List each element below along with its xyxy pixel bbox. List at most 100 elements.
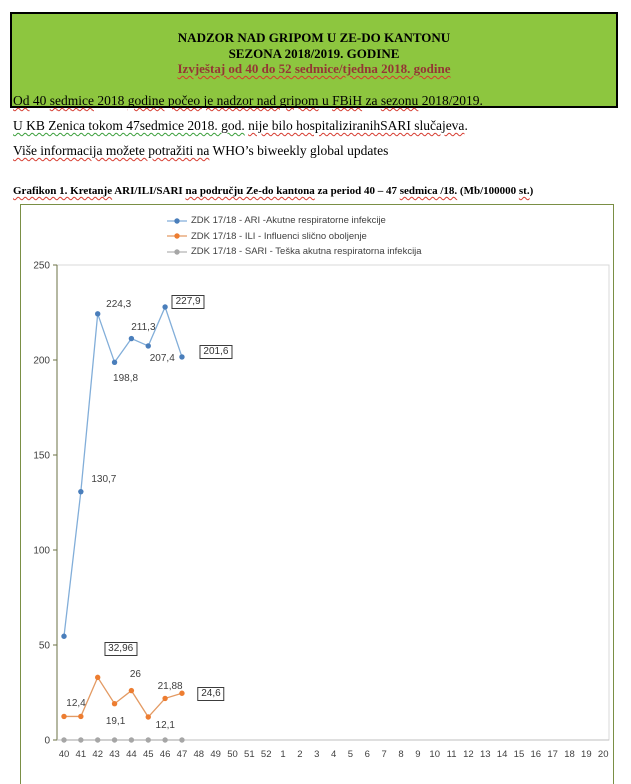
series-0-marker: [179, 354, 185, 360]
x-axis-tick-label: 7: [382, 749, 387, 760]
chart-caption: Grafikon 1. Kretanje ARI/ILI/SARI na pod…: [13, 185, 623, 198]
x-axis-tick-label: 17: [547, 749, 558, 760]
data-label: 12,4: [66, 698, 86, 710]
x-axis-tick-label: 16: [531, 749, 542, 760]
x-axis-tick-label: 1: [280, 749, 285, 760]
y-axis-tick-label: 250: [33, 261, 50, 272]
report-title-line1: NADZOR NAD GRIPOM U ZE-DO KANTONU: [177, 30, 451, 45]
x-axis-tick-label: 12: [463, 749, 474, 760]
chart-legend: ZDK 17/18 - ARI -Akutne respiratorne inf…: [167, 213, 422, 260]
text-segment: ARI/ILI/SARI: [112, 185, 186, 197]
data-label: 211,3: [131, 321, 156, 333]
text-segment: počeo je nadzor nad gripom: [167, 93, 319, 108]
series-1-marker: [78, 713, 84, 720]
series-2-marker: [78, 737, 84, 743]
x-axis-tick-label: 43: [109, 749, 120, 760]
text-segment: FBiH: [332, 93, 363, 108]
data-label: 24,6: [197, 687, 225, 702]
series-2-marker: [128, 737, 135, 743]
x-axis-tick-label: 2: [297, 749, 302, 760]
series-2-marker: [179, 737, 185, 743]
text-segment: .: [464, 118, 468, 133]
data-label: 227,9: [171, 294, 205, 309]
series-1-marker: [61, 713, 67, 720]
text-segment: 2018: [93, 93, 128, 108]
x-axis-tick-label: 3: [314, 749, 319, 760]
legend-item-1: ZDK 17/18 - ILI - Influenci slično obolj…: [167, 229, 422, 245]
legend-marker-icon: [167, 233, 187, 239]
text-segment: Više informacija možete potražiti na: [13, 143, 210, 158]
x-axis-tick-label: 47: [177, 749, 188, 760]
data-label: 130,7: [91, 473, 117, 485]
x-axis-tick-label: 18: [564, 749, 575, 760]
x-axis-tick-label: 13: [480, 749, 491, 760]
legend-marker-icon: [167, 249, 187, 255]
text-segment: WHO’s biweekly global updates: [209, 143, 389, 158]
series-0-marker: [61, 633, 67, 639]
series-line-1: [64, 675, 183, 719]
series-line-0: [63, 305, 183, 637]
x-axis-tick-label: 42: [92, 749, 103, 760]
x-axis-tick-label: 41: [76, 749, 87, 760]
series-2-marker: [61, 737, 67, 743]
x-axis-tick-label: 48: [194, 749, 205, 760]
legend-label: ZDK 17/18 - ARI -Akutne respiratorne inf…: [191, 215, 386, 227]
x-axis-tick-label: 10: [429, 749, 440, 760]
data-label: 12,1: [155, 720, 175, 731]
series-1-marker: [145, 714, 151, 720]
legend-label: ZDK 17/18 - SARI - Teška akutna respirat…: [191, 246, 422, 258]
series-2-marker: [162, 737, 168, 743]
report-header-box: NADZOR NAD GRIPOM U ZE-DO KANTONU SEZONA…: [10, 12, 618, 108]
x-axis-tick-label: 51: [244, 749, 255, 760]
text-segment: nije bilo hospitaliziranihSARI slučajeva: [248, 118, 465, 133]
text-segment: na području Ze-do kantona: [185, 185, 315, 197]
legend-label: ZDK 17/18 - ILI - Influenci slično obolj…: [191, 230, 367, 242]
text-segment: sezonu: [380, 93, 419, 108]
y-axis-tick-label: 100: [33, 546, 50, 557]
text-segment: za period 40 – 47: [314, 185, 400, 197]
x-axis-tick-label: 50: [227, 749, 238, 760]
x-axis-tick-label: 6: [365, 749, 370, 760]
report-body-text: Od 40 sedmice 2018 godine počeo je nadzo…: [13, 94, 618, 169]
text-segment: u: [318, 93, 333, 108]
y-axis-tick-label: 0: [44, 736, 50, 747]
data-label: 32,96: [104, 642, 138, 657]
series-1-marker: [179, 690, 185, 696]
x-axis-tick-label: 11: [447, 749, 457, 760]
line-chart: ZDK 17/18 - ARI -Akutne respiratorne inf…: [20, 204, 614, 784]
x-axis-tick-label: 49: [210, 749, 221, 760]
x-axis-tick-label: 14: [497, 749, 508, 760]
legend-item-2: ZDK 17/18 - SARI - Teška akutna respirat…: [167, 244, 422, 260]
x-axis-tick-label: 44: [126, 749, 137, 760]
text-segment: Od: [13, 93, 30, 108]
x-axis-tick-label: 45: [143, 749, 154, 760]
text-segment: st.: [518, 185, 530, 197]
paragraph-sari-cases: U KB Zenica tokom 47sedmice 2018. god. n…: [13, 119, 618, 133]
x-axis-tick-label: 15: [514, 749, 525, 760]
text-segment: sedmice: [49, 93, 94, 108]
series-1-marker: [111, 701, 118, 707]
series-1-marker: [95, 674, 101, 681]
data-label: 26: [129, 668, 141, 680]
text-segment: sedmica /18.: [399, 185, 458, 197]
legend-marker-icon: [167, 218, 187, 224]
x-axis-tick-label: 5: [348, 749, 353, 760]
y-axis-tick-label: 200: [33, 356, 50, 367]
legend-item-0: ZDK 17/18 - ARI -Akutne respiratorne inf…: [167, 213, 422, 229]
x-axis-tick-label: 9: [415, 749, 420, 760]
text-segment: U KB Zenica tokom 47sedmice 2018. god.: [13, 118, 245, 133]
series-2-marker: [95, 737, 101, 743]
x-axis-tick-label: 19: [581, 749, 592, 760]
text-segment: za: [362, 93, 381, 108]
x-axis-tick-label: 8: [398, 749, 403, 760]
text-segment: Grafikon 1. Kretanje: [13, 185, 113, 197]
series-0-marker: [128, 335, 135, 342]
x-axis-tick-label: 40: [59, 749, 70, 760]
series-0-marker: [78, 488, 84, 495]
x-axis-tick-label: 20: [598, 749, 609, 760]
data-label: 224,3: [106, 298, 132, 310]
text-segment: godine: [127, 93, 165, 108]
series-0-marker: [95, 311, 101, 317]
